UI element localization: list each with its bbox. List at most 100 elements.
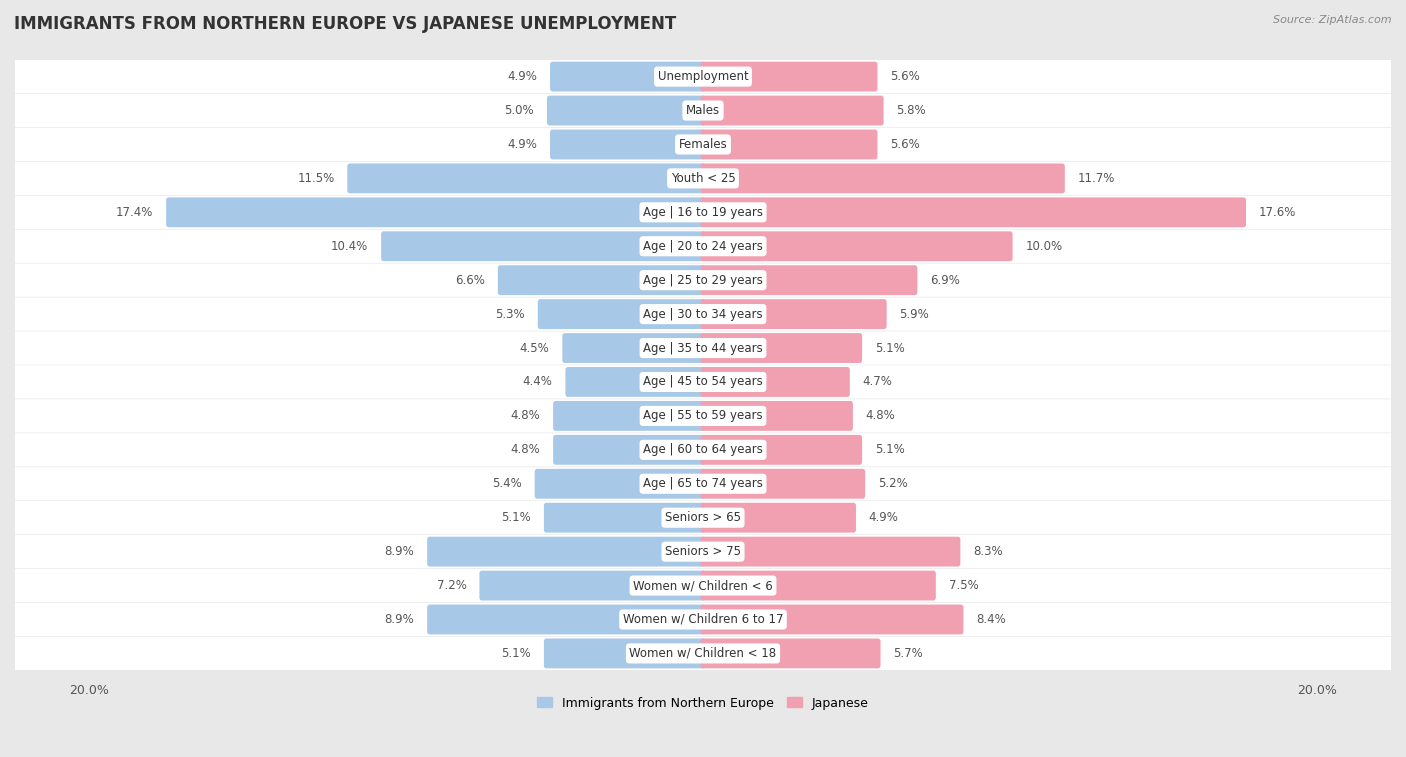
FancyBboxPatch shape <box>550 129 706 160</box>
FancyBboxPatch shape <box>553 435 706 465</box>
Text: 8.9%: 8.9% <box>384 613 415 626</box>
Text: Seniors > 65: Seniors > 65 <box>665 511 741 524</box>
Text: 5.6%: 5.6% <box>890 70 920 83</box>
Text: 5.7%: 5.7% <box>893 647 924 660</box>
Text: Source: ZipAtlas.com: Source: ZipAtlas.com <box>1274 15 1392 25</box>
Text: 5.3%: 5.3% <box>495 307 524 321</box>
FancyBboxPatch shape <box>700 95 883 126</box>
Text: 5.9%: 5.9% <box>900 307 929 321</box>
FancyBboxPatch shape <box>427 605 706 634</box>
FancyBboxPatch shape <box>700 537 960 566</box>
Text: 6.6%: 6.6% <box>456 274 485 287</box>
FancyBboxPatch shape <box>700 299 887 329</box>
Text: 17.6%: 17.6% <box>1258 206 1296 219</box>
FancyBboxPatch shape <box>347 164 706 193</box>
Text: 5.1%: 5.1% <box>875 444 904 456</box>
Text: 4.8%: 4.8% <box>510 410 540 422</box>
FancyBboxPatch shape <box>700 503 856 533</box>
Text: 4.8%: 4.8% <box>510 444 540 456</box>
FancyBboxPatch shape <box>700 367 849 397</box>
Text: 10.0%: 10.0% <box>1025 240 1063 253</box>
Text: Age | 60 to 64 years: Age | 60 to 64 years <box>643 444 763 456</box>
Text: 6.9%: 6.9% <box>931 274 960 287</box>
Text: 4.9%: 4.9% <box>508 138 537 151</box>
Text: 7.5%: 7.5% <box>949 579 979 592</box>
FancyBboxPatch shape <box>0 603 1406 636</box>
Text: Age | 45 to 54 years: Age | 45 to 54 years <box>643 375 763 388</box>
Text: 4.5%: 4.5% <box>520 341 550 354</box>
FancyBboxPatch shape <box>0 298 1406 331</box>
FancyBboxPatch shape <box>700 435 862 465</box>
Text: Age | 65 to 74 years: Age | 65 to 74 years <box>643 477 763 491</box>
FancyBboxPatch shape <box>700 469 865 499</box>
Text: Males: Males <box>686 104 720 117</box>
Text: 5.2%: 5.2% <box>879 477 908 491</box>
Text: 4.9%: 4.9% <box>869 511 898 524</box>
FancyBboxPatch shape <box>700 605 963 634</box>
Text: 4.9%: 4.9% <box>508 70 537 83</box>
FancyBboxPatch shape <box>534 469 706 499</box>
Text: Women w/ Children < 6: Women w/ Children < 6 <box>633 579 773 592</box>
Text: 8.4%: 8.4% <box>976 613 1007 626</box>
FancyBboxPatch shape <box>166 198 706 227</box>
Text: 5.1%: 5.1% <box>502 647 531 660</box>
FancyBboxPatch shape <box>700 333 862 363</box>
FancyBboxPatch shape <box>0 128 1406 161</box>
FancyBboxPatch shape <box>479 571 706 600</box>
FancyBboxPatch shape <box>0 94 1406 127</box>
Text: IMMIGRANTS FROM NORTHERN EUROPE VS JAPANESE UNEMPLOYMENT: IMMIGRANTS FROM NORTHERN EUROPE VS JAPAN… <box>14 15 676 33</box>
FancyBboxPatch shape <box>562 333 706 363</box>
FancyBboxPatch shape <box>0 399 1406 432</box>
Text: 5.1%: 5.1% <box>502 511 531 524</box>
Text: Seniors > 75: Seniors > 75 <box>665 545 741 558</box>
FancyBboxPatch shape <box>700 129 877 160</box>
FancyBboxPatch shape <box>565 367 706 397</box>
Text: 17.4%: 17.4% <box>115 206 153 219</box>
Text: 5.6%: 5.6% <box>890 138 920 151</box>
FancyBboxPatch shape <box>0 60 1406 93</box>
Text: Youth < 25: Youth < 25 <box>671 172 735 185</box>
Text: Unemployment: Unemployment <box>658 70 748 83</box>
Text: 11.5%: 11.5% <box>297 172 335 185</box>
Text: 4.7%: 4.7% <box>863 375 893 388</box>
Text: 10.4%: 10.4% <box>330 240 368 253</box>
FancyBboxPatch shape <box>700 571 936 600</box>
FancyBboxPatch shape <box>547 95 706 126</box>
FancyBboxPatch shape <box>700 638 880 668</box>
Text: 8.3%: 8.3% <box>973 545 1002 558</box>
FancyBboxPatch shape <box>498 265 706 295</box>
FancyBboxPatch shape <box>0 263 1406 297</box>
Text: 4.4%: 4.4% <box>523 375 553 388</box>
FancyBboxPatch shape <box>0 501 1406 534</box>
FancyBboxPatch shape <box>0 366 1406 399</box>
FancyBboxPatch shape <box>537 299 706 329</box>
Legend: Immigrants from Northern Europe, Japanese: Immigrants from Northern Europe, Japanes… <box>533 692 873 715</box>
FancyBboxPatch shape <box>0 467 1406 500</box>
FancyBboxPatch shape <box>0 637 1406 670</box>
Text: Age | 20 to 24 years: Age | 20 to 24 years <box>643 240 763 253</box>
FancyBboxPatch shape <box>0 162 1406 195</box>
Text: 8.9%: 8.9% <box>384 545 415 558</box>
FancyBboxPatch shape <box>544 638 706 668</box>
Text: 5.1%: 5.1% <box>875 341 904 354</box>
FancyBboxPatch shape <box>381 232 706 261</box>
Text: 5.4%: 5.4% <box>492 477 522 491</box>
FancyBboxPatch shape <box>544 503 706 533</box>
Text: Age | 25 to 29 years: Age | 25 to 29 years <box>643 274 763 287</box>
FancyBboxPatch shape <box>427 537 706 566</box>
Text: Women w/ Children 6 to 17: Women w/ Children 6 to 17 <box>623 613 783 626</box>
Text: Females: Females <box>679 138 727 151</box>
FancyBboxPatch shape <box>700 198 1246 227</box>
Text: Age | 30 to 34 years: Age | 30 to 34 years <box>643 307 763 321</box>
FancyBboxPatch shape <box>0 332 1406 365</box>
Text: 7.2%: 7.2% <box>437 579 467 592</box>
FancyBboxPatch shape <box>700 265 917 295</box>
FancyBboxPatch shape <box>700 164 1064 193</box>
Text: 11.7%: 11.7% <box>1078 172 1115 185</box>
FancyBboxPatch shape <box>700 232 1012 261</box>
Text: 5.0%: 5.0% <box>505 104 534 117</box>
FancyBboxPatch shape <box>0 535 1406 569</box>
FancyBboxPatch shape <box>0 229 1406 263</box>
Text: Women w/ Children < 18: Women w/ Children < 18 <box>630 647 776 660</box>
FancyBboxPatch shape <box>700 61 877 92</box>
